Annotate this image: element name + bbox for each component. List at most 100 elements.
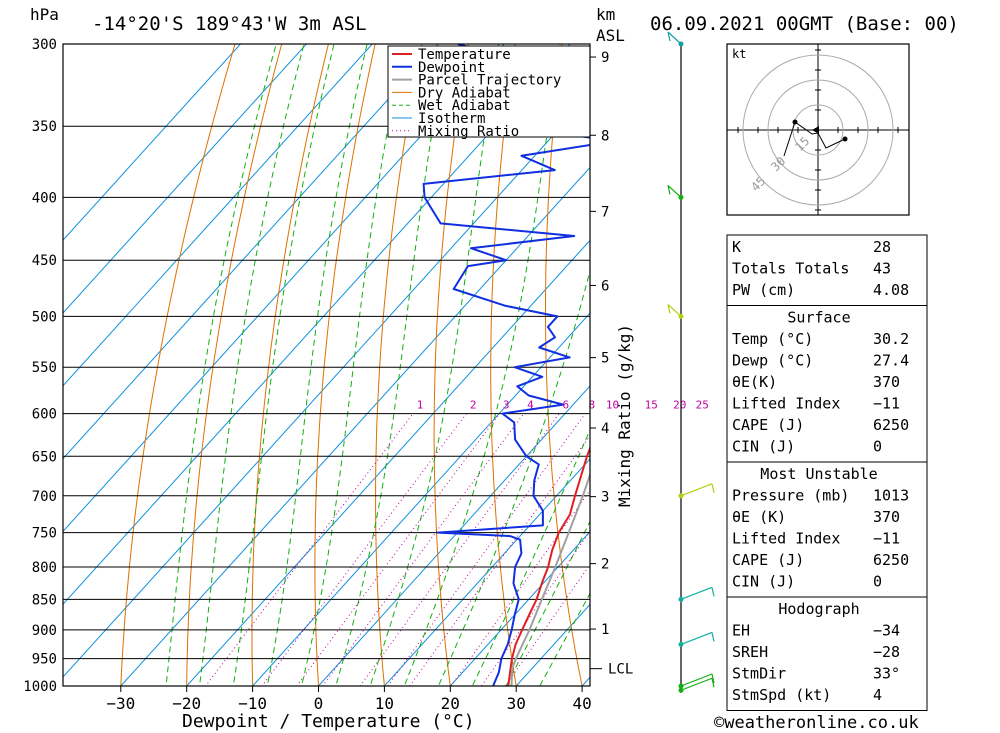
legend-label: Dry Adiabat bbox=[418, 85, 511, 101]
pressure-unit-label: hPa bbox=[30, 5, 59, 24]
mixing-ratio-label: 15 bbox=[645, 399, 658, 412]
mixing-ratio-line bbox=[261, 413, 467, 686]
mixing-ratio-line bbox=[504, 563, 590, 686]
hodograph-point bbox=[792, 119, 798, 125]
surface-row-label: Temp (°C) bbox=[732, 330, 813, 348]
surface-title: Surface bbox=[787, 309, 850, 327]
temperature-tick-label: 20 bbox=[441, 694, 460, 713]
temperature-tick-label: −10 bbox=[238, 694, 267, 713]
temperature-tick-label: −30 bbox=[106, 694, 135, 713]
dry-adiabat-line bbox=[933, 7, 1000, 712]
surface-row-value: −11 bbox=[873, 395, 900, 413]
isotherm-line bbox=[63, 44, 439, 460]
surface-row-value: 30.2 bbox=[873, 330, 909, 348]
surface-row-value: 370 bbox=[873, 373, 900, 391]
wet-adiabat-line bbox=[300, 44, 405, 686]
isotherm-line bbox=[63, 44, 308, 314]
mixing-ratio-line bbox=[387, 413, 586, 686]
indices-row-label: Totals Totals bbox=[732, 260, 849, 278]
pressure-tick-label: 800 bbox=[32, 560, 57, 576]
indices-row-value: 28 bbox=[873, 238, 891, 256]
legend-label: Isotherm bbox=[418, 111, 485, 127]
dry-adiabat-line bbox=[545, 44, 583, 686]
most-unstable-row-label: Lifted Index bbox=[732, 530, 840, 548]
most-unstable-row-label: Pressure (mb) bbox=[732, 487, 849, 505]
isotherm-line bbox=[63, 44, 373, 387]
height-unit-km: km bbox=[596, 5, 615, 24]
height-tick-label: 8 bbox=[601, 128, 609, 144]
most-unstable-row-value: −11 bbox=[873, 530, 900, 548]
parcel-trajectory-curve bbox=[510, 471, 590, 686]
hodograph-unit: kt bbox=[732, 47, 746, 61]
pressure-tick-label: 950 bbox=[32, 652, 57, 668]
hodograph-stats-row-value: −28 bbox=[873, 643, 900, 661]
height-tick-labels: 1 2 3 4 5 6 7 8 9 LCL bbox=[590, 50, 633, 678]
mixing-ratio-line bbox=[450, 489, 590, 686]
mixing-ratio-line bbox=[296, 413, 500, 686]
most-unstable-row-label: CAPE (J) bbox=[732, 551, 804, 569]
hodograph-stats-row-value: −34 bbox=[873, 622, 900, 640]
x-axis-label: Dewpoint / Temperature (°C) bbox=[182, 711, 475, 732]
surface-row-label: Lifted Index bbox=[732, 395, 840, 413]
mixing-ratio-label: 6 bbox=[562, 399, 569, 412]
wet-adiabat-line bbox=[437, 268, 590, 686]
most-unstable-row-value: 370 bbox=[873, 508, 900, 526]
height-unit-asl: ASL bbox=[596, 26, 625, 45]
most-unstable-row-value: 6250 bbox=[873, 551, 909, 569]
most-unstable-row-value: 1013 bbox=[873, 487, 909, 505]
dry-adiabat-line bbox=[251, 44, 329, 686]
hodograph-ring bbox=[767, 79, 869, 181]
isotherm-line bbox=[449, 530, 590, 686]
surface-row-value: 27.4 bbox=[873, 352, 909, 370]
wind-barb bbox=[680, 586, 715, 600]
surface-row-label: θE(K) bbox=[732, 373, 777, 391]
temperature-tick-label: −20 bbox=[172, 694, 201, 713]
mixing-ratio-label: 20 bbox=[673, 399, 686, 412]
isotherm-line bbox=[317, 385, 590, 686]
wind-barb bbox=[667, 184, 682, 198]
plot-frame bbox=[62, 43, 591, 687]
height-tick-label: 3 bbox=[601, 490, 609, 506]
wind-profile bbox=[667, 31, 715, 693]
hodograph-stats-row-label: StmSpd (kt) bbox=[732, 686, 831, 704]
pressure-tick-label: 1000 bbox=[23, 679, 57, 695]
surface-table bbox=[726, 305, 928, 463]
dry-adiabat-line bbox=[375, 44, 423, 686]
wind-barb bbox=[680, 673, 715, 687]
indices-row-label: K bbox=[732, 238, 741, 256]
dry-adiabat-line bbox=[979, 7, 1000, 712]
lcl-label: LCL bbox=[608, 662, 633, 678]
wet-adiabat-line bbox=[403, 44, 561, 686]
hodograph-stats-row-label: StmDir bbox=[732, 665, 786, 683]
wet-adiabat-line bbox=[165, 44, 277, 686]
indices-table bbox=[726, 234, 928, 306]
wet-adiabat-line bbox=[369, 44, 500, 686]
dry-adiabat-lines bbox=[120, 7, 1000, 712]
sounding-series bbox=[422, 44, 590, 686]
legend-label: Parcel Trajectory bbox=[418, 73, 561, 89]
wet-adiabat-line bbox=[266, 44, 368, 686]
legend-label: Wet Adiabat bbox=[418, 98, 511, 114]
hodograph-stats-row-value: 4 bbox=[873, 686, 882, 704]
height-tick-label: 1 bbox=[601, 622, 609, 638]
wind-barb bbox=[680, 483, 715, 497]
mixing-ratio-line bbox=[321, 413, 525, 686]
isotherm-line bbox=[186, 239, 590, 686]
isotherm-line bbox=[63, 44, 242, 241]
most-unstable-title: Most Unstable bbox=[760, 465, 877, 483]
pressure-tick-label: 600 bbox=[32, 407, 57, 423]
isotherm-line bbox=[383, 458, 590, 686]
pressure-tick-labels: 300 350 400 450 500 550 600 650 700 750 800 850 900 9… bbox=[23, 37, 57, 695]
legend-label: Temperature bbox=[418, 47, 511, 63]
surface-row-label: Dewp (°C) bbox=[732, 352, 813, 370]
legend-label: Dewpoint bbox=[418, 60, 485, 76]
wind-barb bbox=[680, 677, 715, 691]
wind-barb bbox=[680, 631, 715, 645]
mixing-ratio-label: 8 bbox=[588, 399, 595, 412]
temperature-tick-labels: −30 −20 −10 0 10 20 30 40 bbox=[106, 686, 592, 713]
indices-row-label: PW (cm) bbox=[732, 281, 795, 299]
pressure-tick-label: 550 bbox=[32, 360, 57, 376]
pressure-tick-label: 750 bbox=[32, 526, 57, 542]
dry-adiabat-line bbox=[120, 44, 236, 686]
